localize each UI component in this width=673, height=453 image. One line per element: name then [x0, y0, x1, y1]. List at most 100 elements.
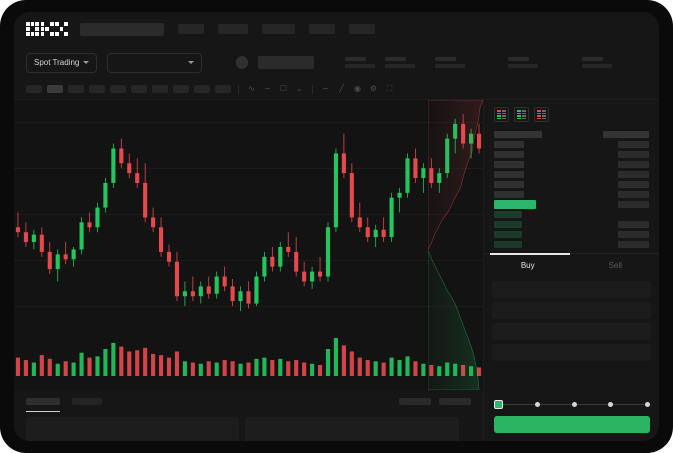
timeframe-button-8[interactable] — [173, 85, 189, 93]
trading-mode-selector[interactable]: Spot Trading — [26, 52, 98, 73]
orderbook-ask-row[interactable] — [494, 179, 649, 189]
candlestick-series — [15, 114, 482, 311]
stat-value — [581, 64, 612, 68]
stat-label — [581, 57, 603, 61]
stepper-dot-2[interactable] — [534, 402, 540, 407]
price-chart[interactable] — [14, 100, 483, 390]
timeframe-button-2[interactable] — [47, 85, 63, 93]
stat-value — [385, 64, 416, 68]
orderbook-bid-row[interactable] — [494, 229, 649, 239]
orderbook-bid-row[interactable] — [494, 219, 649, 229]
stat-block-3 — [435, 57, 466, 68]
trade-form-tabs: Buy Sell — [484, 253, 659, 277]
stepper-track — [539, 404, 572, 405]
nav-item-4[interactable] — [309, 24, 335, 34]
nav-items — [178, 24, 375, 34]
timeframe-button-3[interactable] — [68, 85, 84, 93]
stepper-dot-5[interactable] — [645, 402, 650, 407]
stat-label — [385, 57, 407, 61]
stat-block-2 — [385, 57, 416, 68]
orderbook-bid-row[interactable] — [494, 209, 649, 219]
trade-form-fields — [484, 277, 659, 365]
orderbook-col-price — [494, 130, 542, 138]
tab-buy[interactable]: Buy — [484, 254, 572, 277]
timeframe-button-1[interactable] — [26, 85, 42, 93]
chevron-down-icon — [83, 61, 90, 64]
chevron-down-icon[interactable]: ⌄ — [296, 84, 303, 93]
order-type-field[interactable] — [492, 281, 651, 298]
timeframe-button-5[interactable] — [110, 85, 126, 93]
timeframe-button-6[interactable] — [131, 85, 147, 93]
toolbar-divider — [312, 84, 313, 94]
orders-card-2[interactable] — [245, 417, 459, 441]
orders-actions — [399, 398, 471, 405]
orders-action-1[interactable] — [399, 398, 431, 405]
indicator-icon[interactable]: ∿ — [248, 84, 255, 93]
okx-logo[interactable] — [26, 22, 68, 36]
search-input[interactable] — [80, 22, 164, 36]
orderbook-mode-both-icon[interactable] — [494, 107, 509, 122]
orderbook-header-row — [494, 129, 649, 139]
orderbook-ask-row[interactable] — [494, 169, 649, 179]
stepper-dot-1[interactable] — [494, 400, 503, 409]
stat-block-5 — [581, 57, 612, 68]
timeframe-button-4[interactable] — [89, 85, 105, 93]
amount-percentage-stepper[interactable] — [494, 400, 650, 409]
stepper-track — [576, 404, 609, 405]
compare-icon[interactable]: ∼ — [264, 84, 271, 93]
timeframe-button-7[interactable] — [152, 85, 168, 93]
orderbook-ask-row[interactable] — [494, 139, 649, 149]
chevron-down-icon — [188, 61, 194, 64]
price-field[interactable] — [492, 302, 651, 319]
orderbook-mode-asks-icon[interactable] — [534, 107, 549, 122]
nav-item-3[interactable] — [262, 24, 295, 34]
app-screen: Spot Trading — [14, 12, 659, 441]
stat-value — [508, 64, 539, 68]
ruler-icon[interactable]: ╱ — [339, 84, 344, 93]
timeframe-button-9[interactable] — [194, 85, 210, 93]
camera-icon[interactable]: ◉ — [354, 84, 361, 93]
logo-glyph-x — [55, 22, 68, 36]
orderbook-ask-row[interactable] — [494, 159, 649, 169]
orderbook-panel: Buy Sell — [483, 100, 659, 441]
orderbook-last-price-row[interactable] — [494, 199, 649, 209]
nav-item-2[interactable] — [218, 24, 248, 34]
orderbook-ask-row[interactable] — [494, 149, 649, 159]
stat-block-1 — [345, 57, 376, 68]
settings-gear-icon[interactable]: ⚙ — [369, 84, 378, 93]
fullscreen-icon[interactable]: ⛶ — [386, 84, 393, 93]
stepper-dot-4[interactable] — [608, 402, 614, 407]
orders-tab-1[interactable] — [26, 398, 60, 412]
orderbook-mode-bids-icon[interactable] — [514, 107, 529, 122]
orders-card-1[interactable] — [26, 417, 239, 441]
stat-label — [435, 57, 457, 61]
logo-glyph-k — [40, 22, 54, 36]
template-icon[interactable]: ☐ — [279, 84, 288, 93]
pair-coin-icon — [235, 56, 249, 69]
tab-sell[interactable]: Sell — [608, 261, 622, 270]
stat-value — [345, 64, 376, 68]
orders-tabs — [14, 390, 483, 412]
total-field[interactable] — [492, 344, 651, 361]
chart-toolbar: ∿ ∼ ☐ ⌄ ∼ ╱ ◉ ⚙ ⛶ — [14, 79, 659, 100]
trading-mode-label: Spot Trading — [34, 58, 80, 67]
nav-item-1[interactable] — [178, 24, 204, 34]
orders-action-2[interactable] — [439, 398, 471, 405]
stat-label — [345, 57, 367, 61]
buy-submit-button[interactable] — [494, 416, 650, 433]
stat-value — [435, 64, 466, 68]
orderbook-bid-row[interactable] — [494, 239, 649, 249]
amount-field[interactable] — [492, 323, 651, 340]
timeframe-button-10[interactable] — [215, 85, 231, 93]
stepper-track — [503, 404, 535, 405]
orderbook-ask-row[interactable] — [494, 189, 649, 199]
last-price-value — [258, 56, 314, 69]
orders-tab-2[interactable] — [72, 398, 102, 405]
orderbook-rows[interactable] — [484, 127, 659, 249]
trading-pair-selector[interactable] — [107, 52, 202, 73]
nav-item-5[interactable] — [349, 24, 375, 34]
stepper-dot-3[interactable] — [571, 402, 577, 407]
stat-label — [508, 57, 530, 61]
line-style-icon[interactable]: ∼ — [322, 84, 329, 93]
